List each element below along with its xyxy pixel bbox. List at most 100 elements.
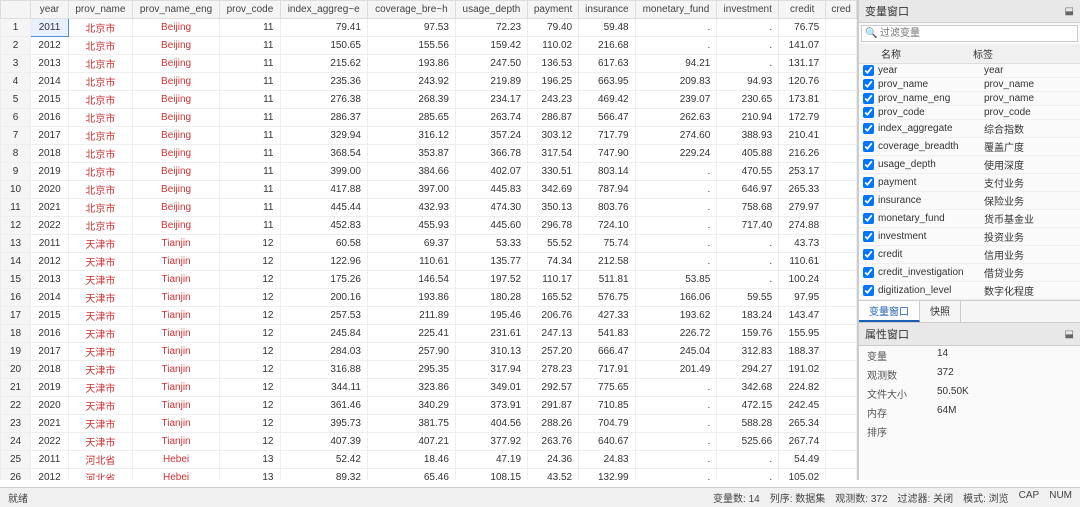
variable-row[interactable]: payment支付业务 — [859, 174, 1080, 192]
cell-value[interactable]: 274.88 — [779, 217, 826, 235]
cell-value[interactable]: 224.82 — [779, 379, 826, 397]
cell-prov-code[interactable]: 11 — [220, 181, 280, 199]
cell-value[interactable]: 120.76 — [779, 73, 826, 91]
cell-prov-code[interactable]: 12 — [220, 325, 280, 343]
cell-value[interactable]: 59.55 — [717, 289, 779, 307]
cell-value[interactable] — [826, 451, 857, 469]
row-number[interactable]: 5 — [1, 91, 31, 109]
data-grid-panel[interactable]: yearprov_nameprov_name_engprov_codeindex… — [0, 0, 858, 480]
variable-checkbox[interactable] — [863, 65, 874, 76]
cell-prov-name[interactable]: 天津市 — [69, 415, 133, 433]
cell-value[interactable]: 288.26 — [528, 415, 579, 433]
cell-value[interactable]: 97.95 — [779, 289, 826, 307]
cell-year[interactable]: 2016 — [31, 325, 69, 343]
cell-prov-eng[interactable]: Hebei — [132, 469, 220, 481]
cell-value[interactable]: 74.34 — [528, 253, 579, 271]
cell-value[interactable]: 226.72 — [635, 325, 717, 343]
cell-value[interactable]: 377.92 — [455, 433, 527, 451]
cell-prov-eng[interactable]: Beijing — [132, 55, 220, 73]
cell-value[interactable]: 263.76 — [528, 433, 579, 451]
cell-value[interactable]: 617.63 — [579, 55, 635, 73]
cell-prov-eng[interactable]: Tianjin — [132, 397, 220, 415]
cell-prov-name[interactable]: 北京市 — [69, 127, 133, 145]
cell-value[interactable] — [826, 433, 857, 451]
cell-value[interactable]: . — [635, 415, 717, 433]
column-header[interactable]: insurance — [579, 1, 635, 19]
column-header[interactable]: usage_depth — [455, 1, 527, 19]
row-number[interactable]: 4 — [1, 73, 31, 91]
cell-value[interactable]: 263.74 — [455, 109, 527, 127]
cell-prov-eng[interactable]: Tianjin — [132, 343, 220, 361]
cell-value[interactable]: 257.20 — [528, 343, 579, 361]
cell-value[interactable] — [826, 19, 857, 37]
cell-value[interactable]: 79.40 — [528, 19, 579, 37]
cell-year[interactable]: 2020 — [31, 181, 69, 199]
cell-value[interactable]: 76.75 — [779, 19, 826, 37]
cell-value[interactable]: 206.76 — [528, 307, 579, 325]
cell-value[interactable]: 110.61 — [779, 253, 826, 271]
cell-value[interactable]: 317.54 — [528, 145, 579, 163]
column-header[interactable]: prov_name — [69, 1, 133, 19]
cell-prov-name[interactable]: 北京市 — [69, 37, 133, 55]
cell-value[interactable]: 69.37 — [367, 235, 455, 253]
variable-row[interactable]: usage_depth使用深度 — [859, 156, 1080, 174]
cell-prov-name[interactable]: 天津市 — [69, 361, 133, 379]
cell-value[interactable]: 342.69 — [528, 181, 579, 199]
cell-value[interactable]: . — [717, 253, 779, 271]
cell-value[interactable]: 245.04 — [635, 343, 717, 361]
cell-value[interactable]: 472.15 — [717, 397, 779, 415]
cell-value[interactable] — [826, 91, 857, 109]
cell-value[interactable] — [826, 55, 857, 73]
cell-prov-code[interactable]: 13 — [220, 451, 280, 469]
table-row[interactable]: 212019天津市Tianjin12344.11323.86349.01292.… — [1, 379, 857, 397]
row-number[interactable]: 26 — [1, 469, 31, 481]
cell-prov-name[interactable]: 天津市 — [69, 289, 133, 307]
cell-value[interactable]: 316.88 — [280, 361, 367, 379]
variable-row[interactable]: prov_codeprov_code — [859, 106, 1080, 120]
row-number[interactable]: 16 — [1, 289, 31, 307]
cell-value[interactable]: 43.73 — [779, 235, 826, 253]
cell-value[interactable]: 247.50 — [455, 55, 527, 73]
row-number[interactable]: 1 — [1, 19, 31, 37]
cell-value[interactable] — [826, 325, 857, 343]
table-row[interactable]: 42014北京市Beijing11235.36243.92219.89196.2… — [1, 73, 857, 91]
cell-prov-code[interactable]: 11 — [220, 199, 280, 217]
cell-prov-eng[interactable]: Beijing — [132, 109, 220, 127]
cell-prov-name[interactable]: 天津市 — [69, 433, 133, 451]
cell-value[interactable]: 59.48 — [579, 19, 635, 37]
cell-value[interactable]: 432.93 — [367, 199, 455, 217]
cell-value[interactable]: 166.06 — [635, 289, 717, 307]
variable-checkbox[interactable] — [863, 93, 874, 104]
cell-year[interactable]: 2012 — [31, 469, 69, 481]
cell-value[interactable]: 295.35 — [367, 361, 455, 379]
cell-value[interactable]: 165.52 — [528, 289, 579, 307]
cell-value[interactable]: 357.24 — [455, 127, 527, 145]
cell-value[interactable]: 312.83 — [717, 343, 779, 361]
cell-prov-code[interactable]: 11 — [220, 55, 280, 73]
variable-row[interactable]: prov_nameprov_name — [859, 78, 1080, 92]
variable-checkbox[interactable] — [863, 285, 874, 296]
cell-value[interactable]: 212.58 — [579, 253, 635, 271]
cell-value[interactable]: 216.26 — [779, 145, 826, 163]
table-row[interactable]: 202018天津市Tianjin12316.88295.35317.94278.… — [1, 361, 857, 379]
cell-prov-code[interactable]: 12 — [220, 433, 280, 451]
cell-value[interactable]: . — [635, 397, 717, 415]
row-number[interactable]: 9 — [1, 163, 31, 181]
cell-value[interactable]: 340.29 — [367, 397, 455, 415]
cell-value[interactable]: 79.41 — [280, 19, 367, 37]
row-number[interactable]: 15 — [1, 271, 31, 289]
cell-value[interactable]: 640.67 — [579, 433, 635, 451]
cell-value[interactable]: 18.46 — [367, 451, 455, 469]
cell-value[interactable]: . — [717, 19, 779, 37]
row-number[interactable]: 25 — [1, 451, 31, 469]
cell-value[interactable]: 229.24 — [635, 145, 717, 163]
cell-value[interactable]: 775.65 — [579, 379, 635, 397]
cell-prov-code[interactable]: 11 — [220, 73, 280, 91]
cell-value[interactable]: 94.21 — [635, 55, 717, 73]
cell-value[interactable]: 330.51 — [528, 163, 579, 181]
variable-checkbox[interactable] — [863, 195, 874, 206]
variable-checkbox[interactable] — [863, 267, 874, 278]
cell-value[interactable] — [826, 415, 857, 433]
cell-value[interactable]: 525.66 — [717, 433, 779, 451]
cell-value[interactable] — [826, 343, 857, 361]
